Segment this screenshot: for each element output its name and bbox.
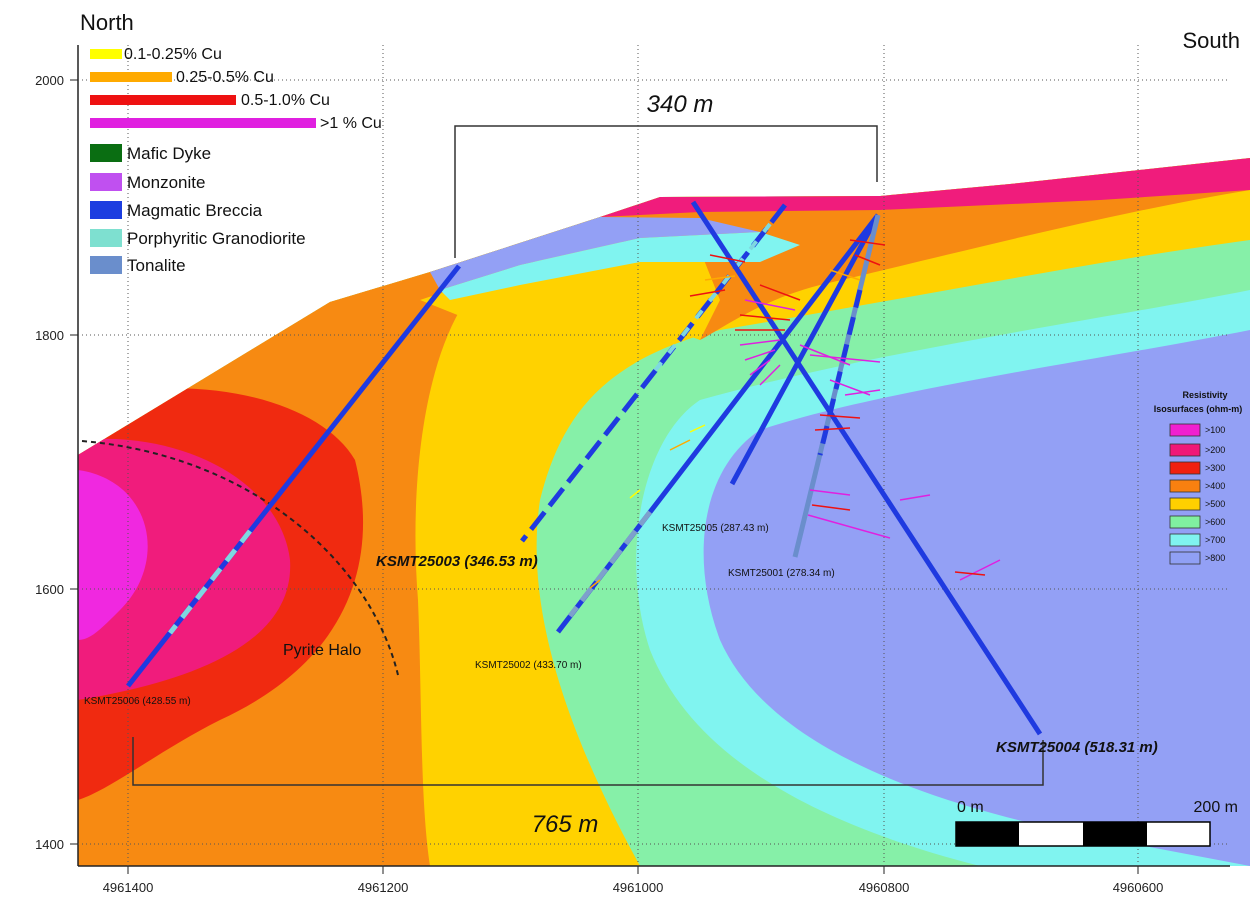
y-tick-2000: 2000 (35, 73, 64, 88)
pyrite-halo-boundary (81, 440, 399, 676)
pyrite-halo-label: Pyrite Halo (283, 642, 361, 659)
span-bracket-top: 340 m (454, 91, 878, 258)
resistivity-swatch-4 (1169, 497, 1201, 511)
resistivity-swatch-2 (1169, 461, 1201, 475)
band-500-upper (420, 240, 720, 340)
scale-bar-end-label: 200 m (1194, 799, 1238, 816)
resistivity-label-1: >200 (1205, 445, 1225, 455)
north-label: North (80, 10, 134, 35)
drillhole-label-ksmt25004: KSMT25004 (518.31 m) (996, 739, 1158, 756)
drillhole-label-ksmt25003: KSMT25003 (346.53 m) (376, 553, 538, 570)
copper-assay-ticks (589, 239, 1001, 589)
scale-bar-start-label: 0 m (957, 799, 984, 816)
copper-grade-legend: 0.1-0.25% Cu 0.25-0.5% Cu 0.5-1.0% Cu >1… (90, 46, 382, 132)
resistivity-swatch-5 (1169, 515, 1201, 529)
drillhole-label-ksmt25006: KSMT25006 (428.55 m) (84, 696, 191, 707)
x-tick-4961400: 4961400 (103, 880, 154, 895)
resistivity-legend-title-line1: Resistivity (1182, 390, 1227, 400)
south-label: South (1183, 28, 1241, 53)
rock-type-legend: Mafic Dyke Monzonite Magmatic Breccia Po… (90, 144, 306, 275)
resistivity-bands (78, 158, 1250, 866)
resistivity-swatch-7 (1169, 551, 1201, 565)
resistivity-label-7: >800 (1205, 553, 1225, 563)
resistivity-label-3: >400 (1205, 481, 1225, 491)
resistivity-label-4: >500 (1205, 499, 1225, 509)
band-100 (78, 470, 148, 640)
resistivity-swatch-6 (1169, 533, 1201, 547)
band-800-upper (430, 217, 760, 290)
legend-rock-swatch-2 (90, 201, 122, 219)
legend-rock-swatch-3 (90, 229, 122, 247)
band-400 (78, 158, 1250, 866)
legend-rock-swatch-0 (90, 144, 122, 162)
legend-rock-label-3: Porphyritic Granodiorite (127, 229, 306, 248)
resistivity-label-5: >600 (1205, 517, 1225, 527)
resistivity-swatch-0 (1169, 423, 1201, 437)
band-700-upper (440, 232, 800, 300)
legend-cu-label-1: 0.25-0.5% Cu (176, 69, 274, 86)
legend-cu-swatch-0 (90, 49, 122, 59)
x-tick-4961000: 4961000 (613, 880, 664, 895)
resistivity-label-6: >700 (1205, 535, 1225, 545)
resistivity-label-2: >300 (1205, 463, 1225, 473)
legend-cu-swatch-2 (90, 95, 236, 105)
x-tick-4960800: 4960800 (859, 880, 910, 895)
legend-rock-label-2: Magmatic Breccia (127, 201, 263, 220)
drillhole-trace-ksmt25005 (729, 213, 881, 486)
y-tick-1400: 1400 (35, 837, 64, 852)
drillhole-label-ksmt25005: KSMT25005 (287.43 m) (662, 523, 769, 534)
x-axis-tick-labels: 4961400 4961200 4961000 4960800 4960600 (103, 880, 1164, 895)
legend-rock-label-4: Tonalite (127, 256, 186, 275)
legend-cu-label-0: 0.1-0.25% Cu (124, 46, 222, 63)
legend-rock-swatch-1 (90, 173, 122, 191)
legend-cu-label-2: 0.5-1.0% Cu (241, 92, 330, 109)
resistivity-legend-title-line2: Isosurfaces (ohm-m) (1154, 404, 1243, 414)
scale-bar: 0 m 200 m (955, 799, 1238, 847)
drillhole-label-ksmt25002: KSMT25002 (433.70 m) (475, 660, 582, 671)
span-bracket-bottom: 765 m (132, 737, 1044, 838)
y-tick-1800: 1800 (35, 328, 64, 343)
span-top-label: 340 m (647, 91, 714, 118)
drillhole-trace-ksmt25004 (690, 200, 1043, 736)
drillhole-label-ksmt25001: KSMT25001 (278.34 m) (728, 568, 835, 579)
legend-rock-swatch-4 (90, 256, 122, 274)
y-axis-tick-labels: 2000 1800 1600 1400 (35, 73, 64, 852)
x-tick-4960600: 4960600 (1113, 880, 1164, 895)
resistivity-label-0: >100 (1205, 425, 1225, 435)
legend-cu-swatch-1 (90, 72, 172, 82)
resistivity-legend: Resistivity Isosurfaces (ohm-m) >100 >20… (1154, 390, 1243, 565)
y-tick-1600: 1600 (35, 582, 64, 597)
legend-cu-label-3: >1 % Cu (320, 115, 382, 132)
legend-rock-label-1: Monzonite (127, 173, 205, 192)
legend-rock-label-0: Mafic Dyke (127, 144, 211, 163)
x-tick-4961200: 4961200 (358, 880, 409, 895)
legend-cu-swatch-3 (90, 118, 316, 128)
span-bottom-label: 765 m (532, 811, 599, 838)
drillhole-labels: KSMT25003 (346.53 m) KSMT25005 (287.43 m… (84, 523, 1158, 756)
resistivity-swatch-1 (1169, 443, 1201, 457)
resistivity-swatch-3 (1169, 479, 1201, 493)
axes (70, 45, 1230, 874)
band-200-surface (600, 158, 1250, 217)
